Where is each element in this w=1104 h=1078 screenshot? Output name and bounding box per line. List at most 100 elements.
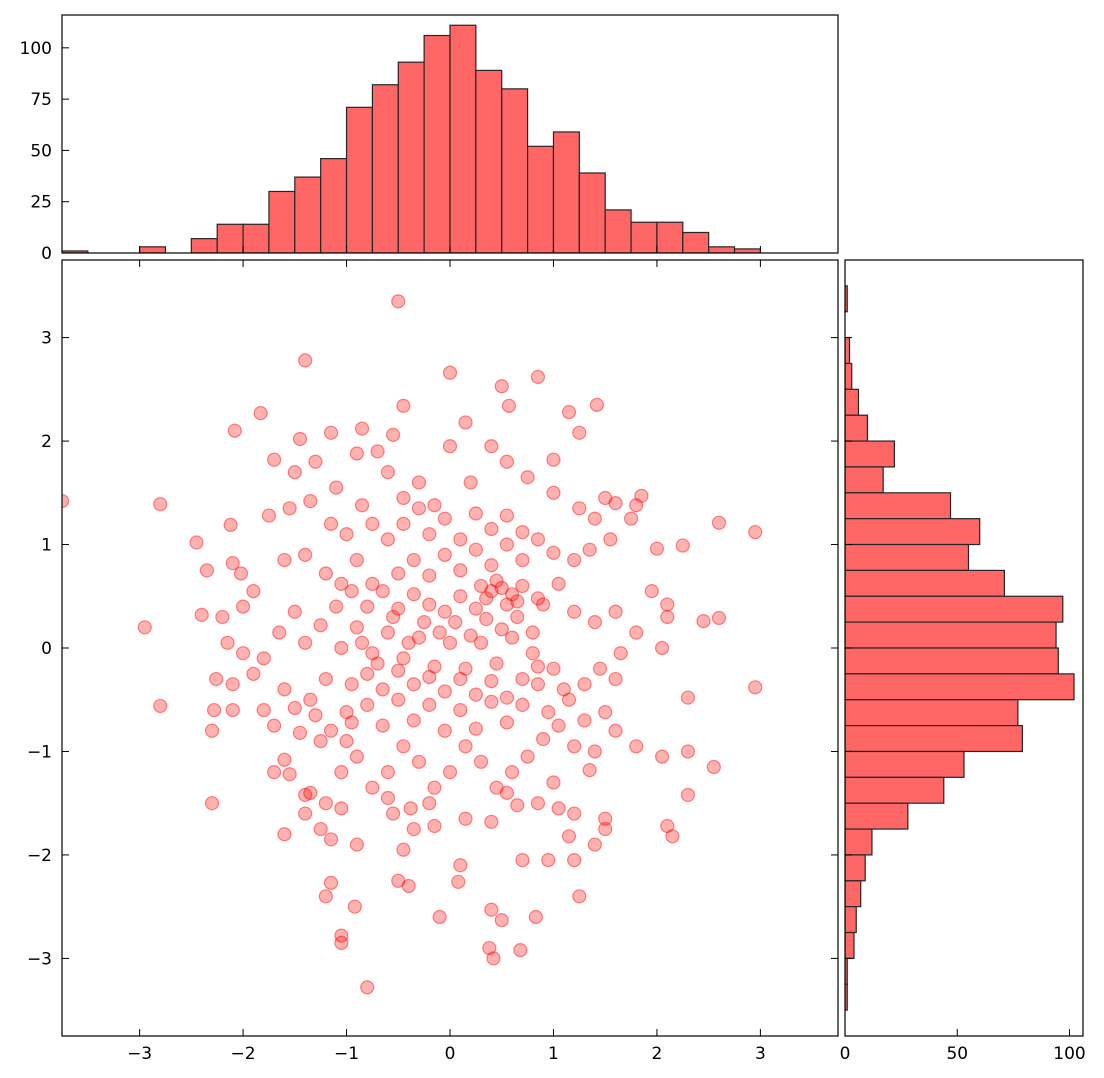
scatter-point — [287, 465, 302, 480]
scatter-point — [308, 454, 323, 469]
scatter-point — [458, 415, 473, 430]
scatter-point — [530, 369, 546, 385]
scatter-point — [267, 765, 282, 780]
scatter-point — [530, 677, 546, 692]
scatter-point — [484, 583, 499, 599]
scatter-point — [370, 656, 385, 671]
scatter-point — [137, 620, 152, 635]
scatter-point — [391, 601, 406, 616]
scatter-point — [334, 801, 349, 816]
scatter-point — [385, 609, 401, 625]
scatter-point — [411, 754, 427, 769]
scatter-point — [422, 597, 437, 612]
scatter-point — [334, 765, 349, 780]
scatter-point — [484, 558, 499, 573]
scatter-point — [396, 398, 411, 413]
scatter-point — [660, 597, 675, 612]
y-tick-label: −3 — [27, 949, 52, 969]
scatter-point — [589, 397, 605, 412]
scatter-point — [277, 752, 292, 767]
right-hist-bar — [845, 518, 981, 546]
right-hist-bar — [845, 983, 848, 1011]
scatter-point — [711, 610, 727, 626]
scatter-point — [406, 552, 421, 568]
scatter-point — [403, 801, 418, 816]
scatter-point — [587, 615, 602, 630]
top-hist-bar — [371, 84, 399, 253]
scatter-point — [468, 687, 483, 702]
right-hist-bar — [845, 699, 1019, 727]
scatter-point — [427, 818, 442, 834]
scatter-point — [303, 785, 318, 800]
scatter-point — [437, 684, 452, 699]
scatter-point — [458, 661, 473, 676]
scatter-point — [215, 609, 230, 625]
scatter-point — [577, 677, 592, 692]
scatter-plot-axes: −3 −2 −1 0 1 2 3 −3 −2 −1 0 1 2 3 — [27, 259, 839, 1064]
right-hist-bar — [845, 569, 1006, 597]
scatter-point — [587, 511, 602, 526]
top-hist-bar — [449, 24, 477, 253]
scatter-point — [567, 739, 582, 754]
scatter-point — [561, 692, 577, 707]
top-histogram-axes: 0 25 50 75 100 — [20, 14, 839, 264]
scatter-point — [541, 705, 556, 720]
scatter-point — [482, 940, 497, 956]
scatter-point — [473, 578, 489, 594]
scatter-point — [298, 547, 313, 562]
top-hist-bar — [526, 145, 555, 253]
y-tick-label: −1 — [27, 742, 52, 762]
scatter-point — [385, 806, 401, 821]
x-tick-label: 3 — [755, 1044, 766, 1064]
x-tick-label: −1 — [334, 1044, 359, 1064]
scatter-point — [437, 604, 452, 619]
scatter-point — [489, 656, 504, 671]
scatter-point — [267, 718, 282, 733]
right-hist-bar — [845, 750, 965, 778]
scatter-point — [375, 583, 390, 599]
scatter-point — [598, 811, 613, 826]
y-tick-label: 0 — [41, 639, 52, 659]
scatter-point — [546, 545, 561, 560]
scatter-point — [501, 398, 517, 413]
scatter-point — [427, 780, 442, 795]
scatter-point — [468, 721, 483, 736]
scatter-point — [530, 532, 546, 547]
top-hist-bar — [139, 246, 167, 253]
x-tick-label: 2 — [652, 1044, 663, 1064]
scatter-point — [463, 475, 478, 490]
scatter-point — [608, 723, 623, 738]
scatter-point — [629, 498, 644, 513]
scatter-point — [422, 796, 437, 811]
scatter-point — [608, 604, 623, 619]
scatter-point — [391, 663, 406, 678]
scatter-point — [551, 718, 566, 733]
scatter-point — [613, 646, 628, 661]
scatter-point — [546, 452, 561, 467]
scatter-point — [354, 421, 370, 436]
scatter-point — [391, 294, 406, 309]
scatter-point — [546, 661, 561, 676]
scatter-point — [680, 744, 696, 759]
scatter-point — [660, 609, 675, 625]
scatter-point — [199, 563, 214, 578]
scatter-point — [644, 583, 659, 599]
scatter-point — [235, 599, 251, 614]
scatter-point — [468, 542, 483, 557]
x-tick-label: 1 — [548, 1044, 559, 1064]
scatter-point — [334, 935, 349, 950]
top-hist-bar — [397, 61, 425, 253]
scatter-point — [235, 646, 251, 661]
scatter-point — [582, 542, 597, 557]
scatter-point — [427, 498, 442, 513]
scatter-point — [406, 821, 421, 837]
scatter-point — [227, 423, 242, 438]
scatter-point — [298, 635, 313, 650]
scatter-point — [225, 677, 240, 692]
top-hist-bar — [630, 221, 658, 253]
scatter-point — [189, 535, 204, 550]
scatter-point — [287, 700, 302, 716]
top-hist-bar — [656, 221, 684, 253]
scatter-point — [520, 470, 535, 485]
right-hist-bar — [845, 543, 970, 571]
